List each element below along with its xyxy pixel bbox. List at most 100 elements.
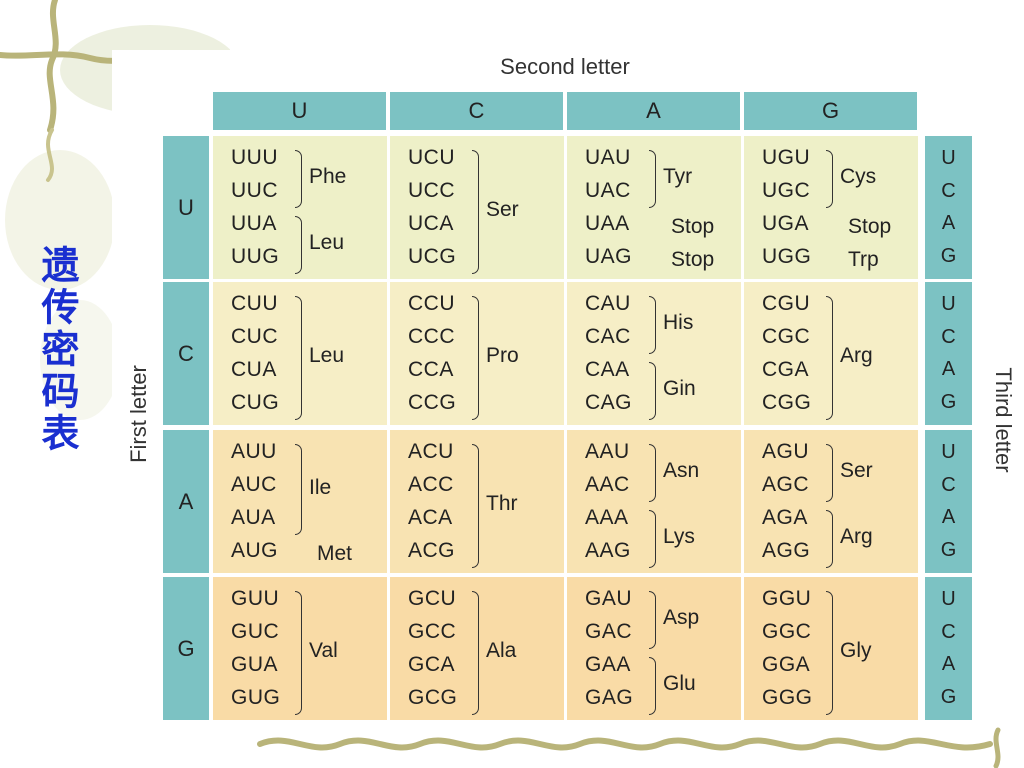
codon-cell: CAU CAC CAA CAG His Gin — [567, 282, 741, 425]
codon-label: CCG — [408, 391, 457, 414]
codon-label: UGC — [762, 179, 811, 202]
codon-cell: UCU UCC UCA UCG Ser — [390, 136, 564, 279]
codon-cell: CCU CCC CCA CCG Pro — [390, 282, 564, 425]
third-letter-label: G — [940, 245, 957, 268]
third-letter-label: A — [941, 212, 956, 235]
codon-group-bracket — [649, 510, 656, 568]
codon-label: UAG — [585, 245, 633, 268]
amino-acid-label: Trp — [848, 247, 879, 271]
codon-label: UUG — [231, 245, 280, 268]
codon-label: UAA — [585, 212, 630, 235]
codon-cell: UGU UGC UGA UGG Cys Stop Trp — [744, 136, 918, 279]
codon-label: AGA — [762, 506, 808, 529]
third-letter-label: A — [941, 358, 956, 381]
amino-acid-label: Tyr — [663, 165, 693, 188]
codon-cell: ACU ACC ACA ACG Thr — [390, 430, 564, 573]
codon-group-bracket — [295, 444, 302, 535]
codon-cell: GUU GUC GUA GUG Val — [213, 577, 387, 720]
codon-label: UUC — [231, 179, 278, 202]
codon-label: AUA — [231, 506, 276, 529]
codon-label: UCU — [408, 146, 455, 169]
codon-label: UCC — [408, 179, 455, 202]
second-letter-title: Second letter — [500, 54, 630, 79]
codon-label: UCG — [408, 245, 457, 268]
codon-label: GCA — [408, 653, 456, 676]
amino-acid-label: Ile — [309, 475, 332, 499]
codon-label: ACA — [408, 506, 453, 529]
codon-label: CUA — [231, 358, 277, 381]
amino-acid-label: Leu — [309, 231, 345, 254]
codon-label: GCG — [408, 686, 458, 709]
amino-acid-label: Phe — [309, 165, 347, 188]
codon-cell: CUU CUC CUA CUG Leu — [213, 282, 387, 425]
codon-cell: AGU AGC AGA AGG Ser Arg — [744, 430, 918, 573]
codon-label: AAA — [585, 506, 629, 529]
codon-group-bracket — [649, 296, 656, 354]
amino-acid-label: Ser — [840, 459, 873, 482]
page-title: 遗传密码表 — [35, 245, 80, 455]
column-header-g: G — [744, 92, 917, 130]
codon-label: UUA — [231, 212, 277, 235]
codon-label: CGA — [762, 358, 810, 381]
codon-group-bracket — [472, 591, 479, 715]
codon-cell: AUU AUC AUA AUG Ile Met — [213, 430, 387, 573]
codon-label: AGG — [762, 539, 811, 562]
codon-label: UCA — [408, 212, 454, 235]
amino-acid-label: Ser — [486, 198, 519, 221]
codon-label: GGG — [762, 686, 813, 709]
column-header-a: A — [567, 92, 740, 130]
amino-acid-label: Gly — [840, 639, 872, 662]
codon-cell: UAU UAC UAA UAG Tyr Stop Stop — [567, 136, 741, 279]
codon-label: CAC — [585, 325, 631, 348]
codon-label: CUU — [231, 292, 278, 315]
amino-acid-label: Lys — [663, 525, 695, 548]
codon-label: AUU — [231, 440, 277, 463]
codon-label: UAU — [585, 146, 631, 169]
codon-label: CCC — [408, 325, 455, 348]
codon-group-bracket — [826, 296, 833, 420]
third-letter-label: A — [941, 653, 956, 676]
row-header-a: A — [163, 430, 209, 573]
third-letter-label: G — [940, 686, 957, 709]
third-letter-label: U — [941, 146, 956, 169]
codon-label: CAG — [585, 391, 633, 414]
row-header-c: C — [163, 282, 209, 425]
column-header-u: U — [213, 92, 386, 130]
codon-cell: GCU GCC GCA GCG Ala — [390, 577, 564, 720]
third-letter-label: U — [941, 440, 956, 463]
amino-acid-label: Stop — [671, 247, 715, 271]
codon-label: GUC — [231, 620, 280, 643]
codon-label: GGC — [762, 620, 812, 643]
codon-label: GGA — [762, 653, 811, 676]
third-letter-label: G — [940, 391, 957, 414]
amino-acid-label: Pro — [486, 344, 519, 367]
amino-acid-label: Ala — [486, 639, 517, 662]
codon-label: GCC — [408, 620, 457, 643]
codon-cell: UUU UUC UUA UUG Phe Leu — [213, 136, 387, 279]
amino-acid-label: Arg — [840, 344, 873, 367]
amino-acid-label: Asn — [663, 459, 700, 482]
codon-group-bracket — [295, 216, 302, 274]
codon-label: UGU — [762, 146, 811, 169]
codon-label: UGG — [762, 245, 812, 268]
codon-label: CCA — [408, 358, 454, 381]
amino-acid-label: Stop — [848, 214, 892, 238]
codon-label: ACC — [408, 473, 454, 496]
codon-cell: CGU CGC CGA CGG Arg — [744, 282, 918, 425]
amino-acid-label: Thr — [486, 492, 518, 515]
third-letter-title: Third letter — [991, 367, 1016, 473]
codon-group-bracket — [826, 510, 833, 568]
codon-label: AGC — [762, 473, 810, 496]
codon-group-bracket — [472, 444, 479, 568]
row-header-u: U — [163, 136, 209, 279]
codon-label: GUG — [231, 686, 281, 709]
third-letter-label: U — [941, 587, 956, 610]
vine-decoration-icon — [257, 727, 1001, 768]
codon-label: UAC — [585, 179, 631, 202]
codon-label: GUU — [231, 587, 280, 610]
amino-acid-label: Gin — [663, 377, 696, 400]
third-letter-label: C — [941, 325, 956, 348]
codon-label: CAA — [585, 358, 630, 381]
